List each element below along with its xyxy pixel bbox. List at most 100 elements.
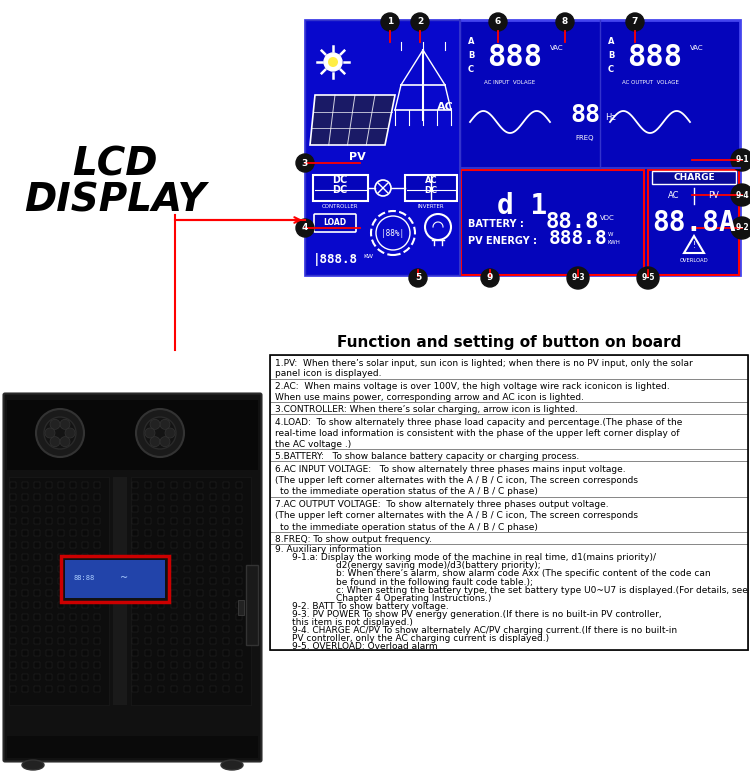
Text: 1: 1 <box>387 17 393 27</box>
Bar <box>270 449 748 461</box>
Text: PV: PV <box>349 152 365 162</box>
Bar <box>270 355 748 379</box>
Bar <box>305 20 740 275</box>
Text: A: A <box>608 38 614 46</box>
Text: 9-2: 9-2 <box>735 223 748 233</box>
Text: 4: 4 <box>302 223 308 233</box>
Text: C: C <box>608 66 614 74</box>
Bar <box>305 20 460 275</box>
Text: A: A <box>468 38 475 46</box>
Text: 9. Auxiliary information: 9. Auxiliary information <box>275 545 382 554</box>
Text: to the immediate operation status of the A / B / C phase): to the immediate operation status of the… <box>280 487 538 496</box>
Bar <box>238 600 244 615</box>
Text: the AC voltage .): the AC voltage .) <box>275 440 351 449</box>
Text: 9-4: 9-4 <box>735 190 748 200</box>
Bar <box>270 379 748 402</box>
Text: LOAD: LOAD <box>323 218 346 227</box>
Text: KWH: KWH <box>608 240 621 244</box>
Text: B: B <box>468 52 474 60</box>
Text: this item is not displayed.): this item is not displayed.) <box>292 618 412 626</box>
Text: PV controller, only the AC charging current is displayed.): PV controller, only the AC charging curr… <box>292 633 548 643</box>
Text: DISPLAY: DISPLAY <box>24 181 206 219</box>
Circle shape <box>50 437 60 446</box>
Bar <box>270 496 748 532</box>
Text: 9-1.a: Display the working mode of the machine in real time, d1(mains priority)/: 9-1.a: Display the working mode of the m… <box>292 554 656 562</box>
Bar <box>7 400 258 470</box>
Text: 1.PV:  When there’s solar input, sun icon is lighted; when there is no PV input,: 1.PV: When there’s solar input, sun icon… <box>275 359 693 367</box>
Circle shape <box>381 13 399 31</box>
Circle shape <box>296 219 314 237</box>
Circle shape <box>36 409 84 457</box>
Text: 9-2. BATT To show battery voltage.: 9-2. BATT To show battery voltage. <box>292 601 448 611</box>
Text: !: ! <box>692 241 696 251</box>
Bar <box>246 565 258 645</box>
FancyBboxPatch shape <box>314 214 356 232</box>
Text: CHARGE: CHARGE <box>674 174 715 182</box>
Text: 9-3: 9-3 <box>572 273 585 283</box>
Text: (The upper left corner alternates with the A / B / C icon, The screen correspond: (The upper left corner alternates with t… <box>275 476 638 485</box>
Circle shape <box>65 428 75 438</box>
Text: 3: 3 <box>302 158 308 168</box>
Circle shape <box>731 217 750 239</box>
Text: b: When there’s alarm, show alarm code Axx (The specific content of the code can: b: When there’s alarm, show alarm code A… <box>335 569 710 579</box>
Bar <box>113 477 127 705</box>
Bar <box>270 532 748 544</box>
Text: AC: AC <box>424 176 437 185</box>
Circle shape <box>144 417 176 449</box>
Circle shape <box>50 420 60 429</box>
FancyBboxPatch shape <box>4 394 262 762</box>
Text: VDC: VDC <box>600 215 615 221</box>
Bar <box>648 170 739 275</box>
Text: B: B <box>608 52 614 60</box>
Polygon shape <box>310 95 395 145</box>
Bar <box>270 414 748 449</box>
Bar <box>270 355 748 650</box>
Text: c: When setting the battery type, the set battery type U0~U7 is displayed.(For d: c: When setting the battery type, the se… <box>335 586 747 594</box>
Text: 888.8: 888.8 <box>548 229 608 248</box>
Text: d2(energy saving mode)/d3(battery priority);: d2(energy saving mode)/d3(battery priori… <box>335 561 540 571</box>
Text: AC: AC <box>668 192 680 200</box>
Bar <box>65 560 165 598</box>
Text: Hz: Hz <box>605 114 616 122</box>
Text: LCD: LCD <box>72 146 158 184</box>
Circle shape <box>626 13 644 31</box>
Bar <box>652 171 736 184</box>
Bar <box>131 477 251 705</box>
Circle shape <box>160 420 170 429</box>
Circle shape <box>160 437 170 446</box>
Circle shape <box>637 267 659 289</box>
Bar <box>270 544 748 650</box>
Text: KW: KW <box>363 254 373 259</box>
Circle shape <box>145 428 155 438</box>
Text: W: W <box>608 232 613 236</box>
Text: 5.BATTERY:   To show balance battery capacity or charging process.: 5.BATTERY: To show balance battery capac… <box>275 453 579 461</box>
Text: 9-3. PV POWER To show PV energy generation.(If there is no built-in PV controlle: 9-3. PV POWER To show PV energy generati… <box>292 610 662 619</box>
Text: 6: 6 <box>495 17 501 27</box>
Text: AC: AC <box>436 102 453 112</box>
Bar <box>313 175 368 201</box>
Text: INVERTER: INVERTER <box>418 204 444 209</box>
Text: FREQ: FREQ <box>576 135 594 141</box>
Circle shape <box>409 269 427 287</box>
Text: PV: PV <box>709 192 719 200</box>
Text: Chapter 4 Operating Instructions.): Chapter 4 Operating Instructions.) <box>335 594 491 603</box>
Circle shape <box>411 13 429 31</box>
Text: 9-1: 9-1 <box>735 156 748 164</box>
Text: When use mains power, corresponding arrow and AC icon is lighted.: When use mains power, corresponding arro… <box>275 393 584 402</box>
Text: 9-5. OVERLOAD: Overload alarm: 9-5. OVERLOAD: Overload alarm <box>292 642 437 651</box>
Bar <box>270 461 748 496</box>
Circle shape <box>567 267 589 289</box>
Circle shape <box>60 437 70 446</box>
Text: 9: 9 <box>487 273 494 283</box>
Circle shape <box>44 417 76 449</box>
Text: 8: 8 <box>562 17 568 27</box>
Text: real-time load information is consistent with the phase of the upper left corner: real-time load information is consistent… <box>275 429 680 438</box>
Circle shape <box>296 154 314 172</box>
Text: 9-5: 9-5 <box>641 273 655 283</box>
Circle shape <box>150 437 160 446</box>
Text: Function and setting of button on board: Function and setting of button on board <box>337 334 681 349</box>
Ellipse shape <box>22 760 44 770</box>
Ellipse shape <box>221 760 243 770</box>
Bar <box>405 175 457 201</box>
Text: |888.8: |888.8 <box>313 254 358 266</box>
